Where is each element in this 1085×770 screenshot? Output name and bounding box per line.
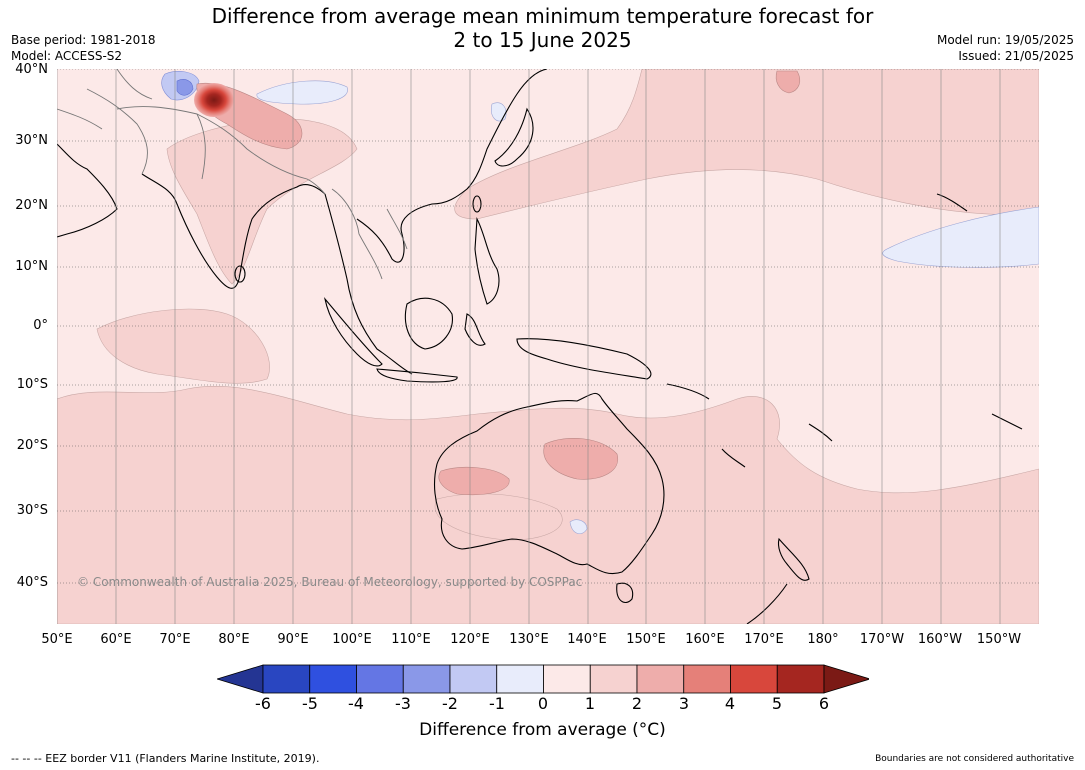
- title-line-1: Difference from average mean minimum tem…: [211, 4, 874, 28]
- coastlines: [57, 69, 1023, 624]
- forecast-map[interactable]: © Commonwealth of Australia 2025, Bureau…: [57, 69, 1039, 624]
- lon-label-90e: 90°E: [277, 632, 309, 647]
- map-watermark: © Commonwealth of Australia 2025, Bureau…: [77, 575, 582, 589]
- colorbar-tick: -6: [255, 694, 271, 713]
- lat-label-40s: 40°S: [16, 575, 48, 590]
- colorbar-tick: -4: [348, 694, 364, 713]
- colorbar-box: [402, 664, 451, 694]
- colorbar-arrow-max: [823, 664, 869, 694]
- hotspot-kashmir: [194, 83, 234, 117]
- colorbar-arrow-min: [217, 664, 264, 694]
- title-line-2: 2 to 15 June 2025: [453, 28, 632, 52]
- lat-label-30s: 30°S: [16, 503, 48, 518]
- lon-label-170e: 170°E: [744, 632, 784, 647]
- colorbar-box: [356, 664, 404, 694]
- lat-label-0: 0°: [33, 318, 48, 333]
- colorbar-tick: 2: [631, 694, 643, 713]
- colorbar-box: [262, 664, 311, 694]
- colorbar-tick: 5: [771, 694, 783, 713]
- australia-coast: [433, 392, 665, 575]
- issued-date: Issued: 21/05/2025: [958, 49, 1074, 63]
- colorbar-tick: 1: [584, 694, 596, 713]
- lon-label-140e: 140°E: [567, 632, 607, 647]
- anomaly-region-indian-ocean: [96, 308, 270, 384]
- colorbar-tick: 4: [724, 694, 736, 713]
- meridians: [57, 69, 1001, 624]
- model-name: Model: ACCESS-S2: [11, 49, 123, 63]
- anomaly-region-north-pacific: [454, 69, 1039, 220]
- lon-label-120e: 120°E: [450, 632, 490, 647]
- lon-label-160w: 160°W: [917, 632, 963, 647]
- chart-title: Difference from average mean minimum tem…: [0, 4, 1085, 52]
- colorbar-tick: -5: [302, 694, 318, 713]
- colorbar-tick: 3: [678, 694, 690, 713]
- anomaly-region-australia-south-cool: [569, 519, 588, 535]
- lat-label-10n: 10°N: [15, 259, 48, 274]
- colorbar: [217, 664, 869, 694]
- anomaly-region-hindukush-cool-2: [176, 79, 194, 96]
- colorbar-box: [589, 664, 638, 694]
- lon-label-170w: 170°W: [859, 632, 905, 647]
- colorbar-box: [496, 664, 544, 694]
- colorbar-tick: 0: [537, 694, 549, 713]
- lat-label-20n: 20°N: [15, 198, 48, 213]
- lat-label-30n: 30°N: [15, 133, 48, 148]
- lat-label-40n: 40°N: [15, 62, 48, 77]
- colorbar-box: [309, 664, 357, 694]
- anomaly-region-south-australia-2: [434, 493, 563, 541]
- colorbar-tick: -1: [489, 694, 505, 713]
- meta-right: Model run: 19/05/2025 Issued: 21/05/2025: [937, 32, 1074, 64]
- eez-legend: -- -- -- EEZ border V11 (Flanders Marine…: [11, 752, 320, 765]
- anomaly-region-tibet-cool: [256, 80, 348, 105]
- colorbar-box: [683, 664, 731, 694]
- lon-label-160e: 160°E: [685, 632, 725, 647]
- lon-label-60e: 60°E: [100, 632, 132, 647]
- colorbar-box: [730, 664, 778, 694]
- model-run: Model run: 19/05/2025: [936, 33, 1074, 47]
- lon-label-150e: 150°E: [626, 632, 666, 647]
- colorbar-box: [776, 664, 825, 694]
- meta-left: Base period: 1981-2018 Model: ACCESS-S2: [11, 32, 156, 64]
- country-borders: [57, 69, 408, 280]
- colorbar-box: [543, 664, 591, 694]
- lon-label-180: 180°: [807, 632, 839, 647]
- anomaly-region-north-pacific-small: [775, 70, 801, 94]
- base-period: Base period: 1981-2018: [11, 33, 156, 47]
- lon-label-80e: 80°E: [218, 632, 250, 647]
- colorbar-box: [449, 664, 498, 694]
- colorbar-box: [636, 664, 685, 694]
- colorbar-tick: -2: [442, 694, 458, 713]
- colorbar-label: Difference from average (°C): [419, 720, 666, 740]
- anomaly-region-australia-central: [543, 438, 619, 480]
- colorbar-tick: -3: [395, 694, 411, 713]
- colorbar-tick: 6: [818, 694, 830, 713]
- lon-label-100e: 100°E: [332, 632, 372, 647]
- lon-label-70e: 70°E: [159, 632, 191, 647]
- lon-label-150w: 150°W: [976, 632, 1022, 647]
- lon-label-130e: 130°E: [509, 632, 549, 647]
- lon-label-50e: 50°E: [41, 632, 73, 647]
- anomaly-region-japan-cool: [491, 102, 507, 122]
- lat-label-20s: 20°S: [16, 438, 48, 453]
- lon-label-110e: 110°E: [391, 632, 431, 647]
- lat-label-10s: 10°S: [16, 377, 48, 392]
- anomaly-region-australia-west: [438, 466, 510, 495]
- boundaries-note: Boundaries are not considered authoritat…: [875, 754, 1074, 764]
